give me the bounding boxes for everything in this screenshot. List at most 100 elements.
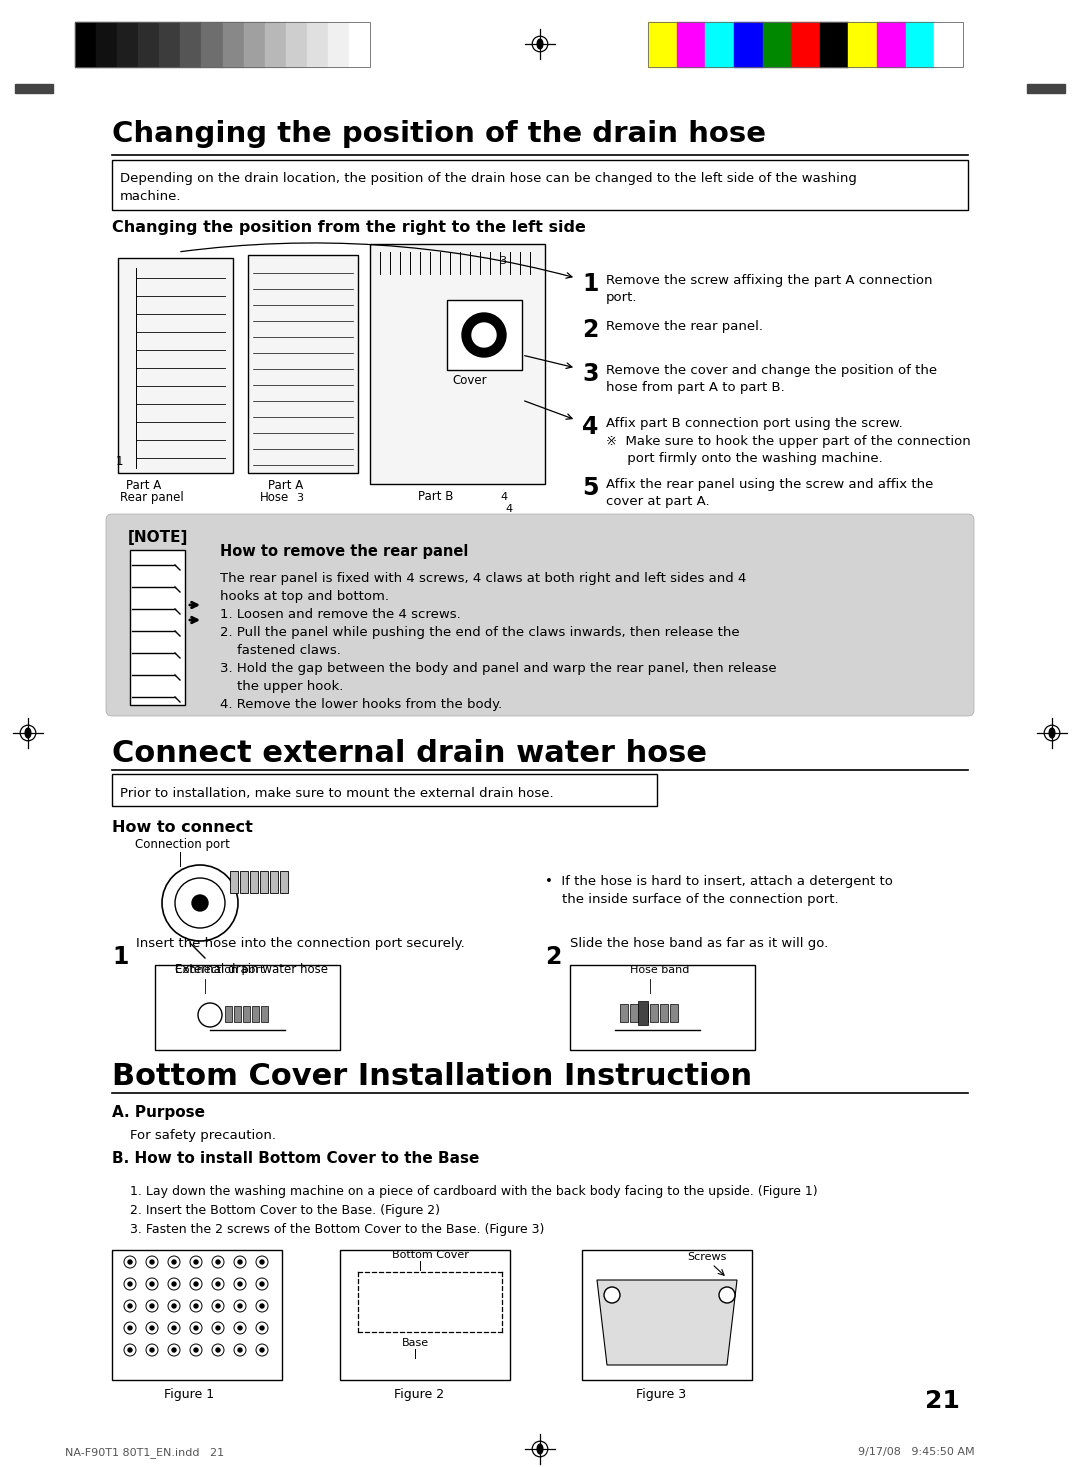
Text: 3: 3 <box>582 362 598 386</box>
Text: Affix part B connection port using the screw.
※  Make sure to hook the upper par: Affix part B connection port using the s… <box>606 417 971 465</box>
Text: 2: 2 <box>582 318 598 342</box>
Bar <box>648 22 963 67</box>
Text: Remove the cover and change the position of the
hose from part A to part B.: Remove the cover and change the position… <box>606 364 937 395</box>
Bar <box>286 22 307 67</box>
Circle shape <box>129 1260 132 1265</box>
Bar <box>138 22 159 67</box>
Text: •  If the hose is hard to insert, attach a detergent to
    the inside surface o: • If the hose is hard to insert, attach … <box>545 874 893 907</box>
Text: Figure 2: Figure 2 <box>394 1388 444 1401</box>
Bar <box>349 22 370 67</box>
Circle shape <box>216 1260 220 1265</box>
Circle shape <box>238 1304 242 1309</box>
Text: How to remove the rear panel: How to remove the rear panel <box>220 544 469 559</box>
Ellipse shape <box>537 1444 543 1454</box>
Bar <box>638 1000 648 1025</box>
Bar <box>677 22 705 67</box>
Text: Bottom Cover: Bottom Cover <box>392 1250 469 1260</box>
Bar <box>159 22 180 67</box>
Bar <box>244 22 265 67</box>
Text: Screws: Screws <box>687 1251 727 1262</box>
Bar <box>734 22 762 67</box>
Bar <box>307 22 328 67</box>
Bar <box>1027 84 1065 92</box>
Bar <box>849 22 877 67</box>
Circle shape <box>194 1326 198 1331</box>
Circle shape <box>238 1260 242 1265</box>
Bar <box>280 871 288 893</box>
Text: Part B: Part B <box>418 490 454 503</box>
Text: 3: 3 <box>296 493 303 503</box>
Text: Prior to installation, make sure to mount the external drain hose.: Prior to installation, make sure to moun… <box>120 786 554 800</box>
Circle shape <box>260 1348 264 1353</box>
Text: B. How to install Bottom Cover to the Base: B. How to install Bottom Cover to the Ba… <box>112 1152 480 1166</box>
Text: NA-F90T1 80T1_EN.indd   21: NA-F90T1 80T1_EN.indd 21 <box>65 1446 225 1458</box>
Text: 1: 1 <box>112 945 129 970</box>
Text: [NOTE]: [NOTE] <box>129 530 188 546</box>
Circle shape <box>260 1260 264 1265</box>
Bar <box>248 255 357 472</box>
Text: Figure 3: Figure 3 <box>636 1388 686 1401</box>
Text: Slide the hose band as far as it will go.: Slide the hose band as far as it will go… <box>570 937 828 951</box>
Text: Part A: Part A <box>268 480 303 491</box>
Circle shape <box>150 1282 154 1287</box>
Circle shape <box>172 1260 176 1265</box>
Circle shape <box>260 1282 264 1287</box>
Circle shape <box>194 1304 198 1309</box>
Text: The rear panel is fixed with 4 screws, 4 claws at both right and left sides and : The rear panel is fixed with 4 screws, 4… <box>220 572 777 711</box>
Circle shape <box>260 1304 264 1309</box>
Circle shape <box>194 1348 198 1353</box>
Bar <box>96 22 117 67</box>
Bar <box>118 258 233 472</box>
Bar <box>261 1006 268 1022</box>
Bar <box>630 1003 638 1022</box>
Bar <box>705 22 734 67</box>
Bar <box>75 22 96 67</box>
Circle shape <box>216 1348 220 1353</box>
Bar <box>234 1006 241 1022</box>
Text: Rear panel: Rear panel <box>120 491 184 505</box>
Circle shape <box>604 1287 620 1303</box>
Bar <box>117 22 138 67</box>
Text: Base: Base <box>402 1338 429 1348</box>
Bar <box>328 22 349 67</box>
Bar <box>447 299 522 370</box>
Circle shape <box>172 1326 176 1331</box>
Bar <box>640 1003 648 1022</box>
Bar <box>75 22 370 67</box>
Circle shape <box>129 1326 132 1331</box>
Text: Connection port: Connection port <box>175 965 265 976</box>
Circle shape <box>238 1282 242 1287</box>
Bar <box>762 22 792 67</box>
Text: Connection port: Connection port <box>135 838 230 851</box>
Text: Affix the rear panel using the screw and affix the
cover at part A.: Affix the rear panel using the screw and… <box>606 478 933 509</box>
Text: Bottom Cover Installation Instruction: Bottom Cover Installation Instruction <box>112 1062 752 1091</box>
Bar <box>670 1003 678 1022</box>
Bar <box>15 84 53 92</box>
Text: Hose band: Hose band <box>630 965 689 976</box>
Bar <box>240 871 248 893</box>
Circle shape <box>194 1282 198 1287</box>
Bar <box>130 550 185 706</box>
Text: 4: 4 <box>582 415 598 439</box>
Circle shape <box>129 1282 132 1287</box>
Bar <box>620 1003 627 1022</box>
Circle shape <box>150 1326 154 1331</box>
Text: Depending on the drain location, the position of the drain hose can be changed t: Depending on the drain location, the pos… <box>120 172 856 202</box>
Bar <box>792 22 820 67</box>
Bar <box>112 160 968 210</box>
Bar <box>934 22 963 67</box>
Text: 21: 21 <box>926 1389 960 1413</box>
Text: 4: 4 <box>500 491 508 502</box>
Text: 9/17/08   9:45:50 AM: 9/17/08 9:45:50 AM <box>859 1446 975 1457</box>
Bar <box>370 244 545 484</box>
Bar <box>180 22 202 67</box>
Text: Connect external drain water hose: Connect external drain water hose <box>112 739 707 769</box>
Polygon shape <box>597 1281 737 1364</box>
Bar <box>260 871 268 893</box>
Circle shape <box>150 1348 154 1353</box>
Circle shape <box>238 1326 242 1331</box>
Circle shape <box>260 1326 264 1331</box>
Bar <box>249 871 258 893</box>
Bar <box>582 1250 752 1380</box>
Circle shape <box>172 1304 176 1309</box>
